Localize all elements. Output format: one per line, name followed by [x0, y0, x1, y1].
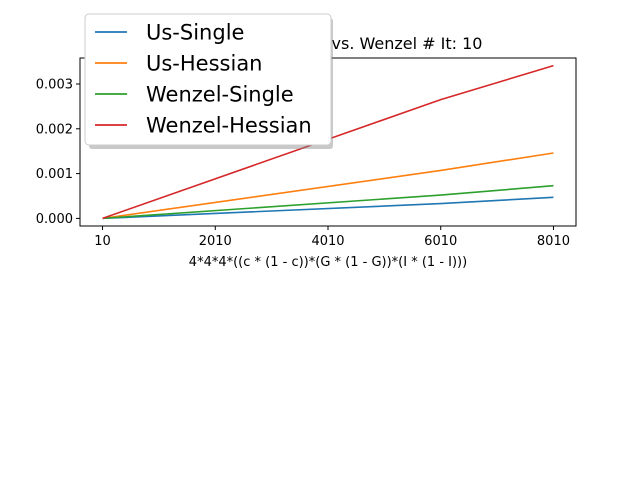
legend-label-wenzel-hessian: Wenzel-Hessian	[146, 114, 312, 138]
y-axis-ticks: 0.000 0.001 0.002 0.003	[36, 77, 80, 227]
x-axis-label: 4*4*4*((c * (1 - c))*(G * (1 - G))*(I * …	[189, 255, 467, 270]
legend-frame	[84, 13, 332, 146]
legend-label-wenzel-single: Wenzel-Single	[146, 83, 294, 107]
x-tick-label: 4010	[311, 234, 344, 249]
x-tick-label: 8010	[537, 234, 570, 249]
y-tick-label: 0.001	[36, 167, 73, 182]
legend: Us-Single Us-Hessian Wenzel-Single Wenzel-H…	[84, 13, 333, 149]
x-tick-label: 10	[94, 234, 111, 249]
x-tick-label: 2010	[199, 234, 232, 249]
series-line-us-single	[102, 196, 554, 220]
y-tick-label: 0.003	[36, 77, 73, 92]
y-tick-label: 0.002	[36, 122, 73, 137]
series-line-us-hessian	[102, 152, 554, 220]
y-tick-label: 0.000	[36, 212, 73, 227]
chart-title: vs. Wenzel # It: 10	[332, 34, 483, 53]
series-line-wenzel-single	[102, 184, 554, 220]
series-layer	[102, 64, 554, 220]
series-line-wenzel-hessian	[102, 64, 554, 220]
legend-label-us-hessian: Us-Hessian	[146, 52, 263, 76]
x-tick-label: 6010	[424, 234, 457, 249]
legend-label-us-single: Us-Single	[146, 21, 244, 45]
x-axis-ticks: 10 2010 4010 6010 8010	[94, 226, 570, 249]
